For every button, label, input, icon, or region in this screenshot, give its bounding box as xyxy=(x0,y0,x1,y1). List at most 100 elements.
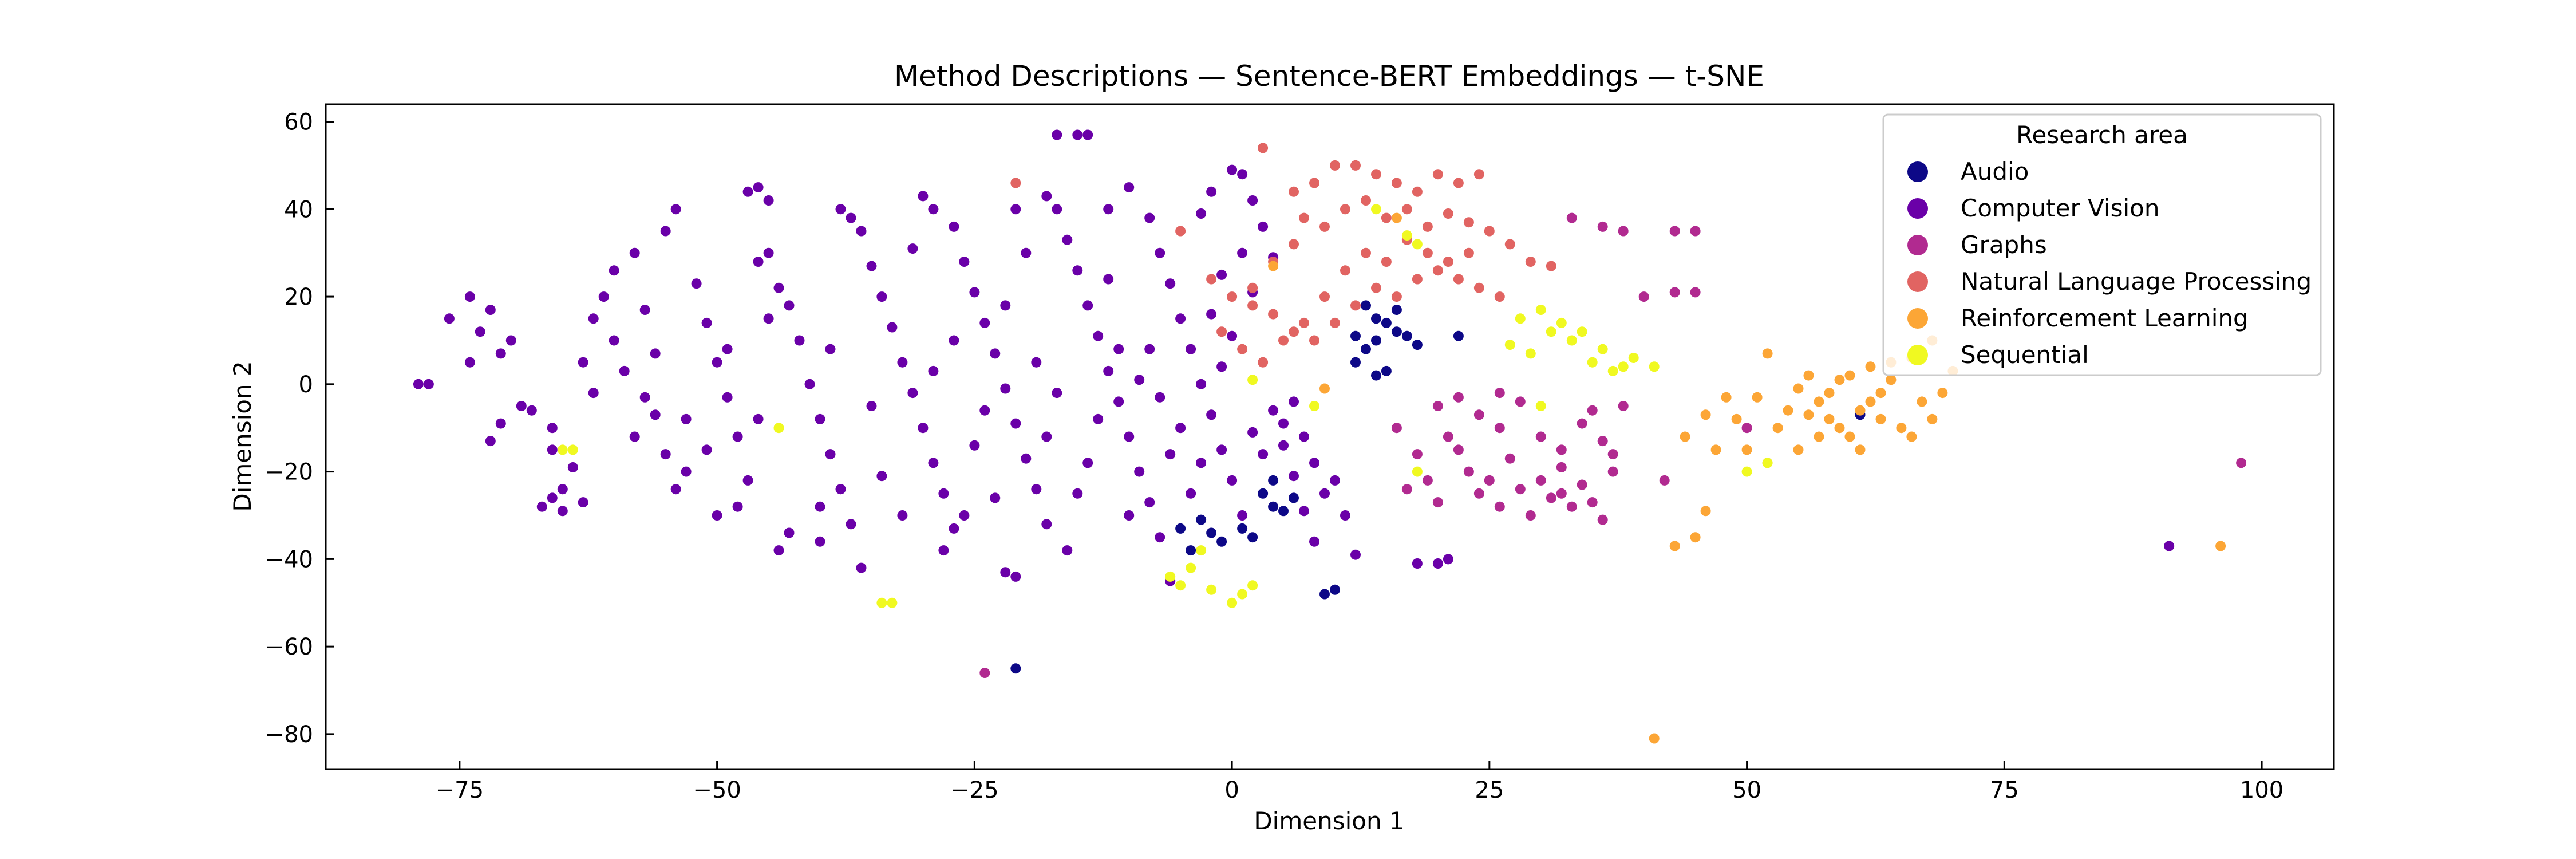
point-computer-vision-180 xyxy=(1216,269,1227,280)
point-computer-vision-86 xyxy=(1082,129,1093,140)
point-graphs-5 xyxy=(1638,291,1649,302)
point-graphs-19 xyxy=(1618,401,1629,411)
point-audio-11 xyxy=(1350,330,1361,341)
point-computer-vision-133 xyxy=(866,401,877,411)
point-graphs-36 xyxy=(1412,449,1423,460)
point-natural-language-processing-12 xyxy=(1299,212,1309,223)
point-computer-vision-55 xyxy=(773,545,784,556)
y-axis-label: Dimension 2 xyxy=(228,361,256,511)
point-computer-vision-151 xyxy=(1309,458,1319,468)
point-graphs-4 xyxy=(1690,226,1701,237)
point-natural-language-processing-14 xyxy=(1340,204,1350,215)
point-reinforcement-learning-18 xyxy=(1855,405,1866,416)
point-natural-language-processing-35 xyxy=(1412,274,1423,285)
point-reinforcement-learning-8 xyxy=(1752,392,1763,403)
point-computer-vision-173 xyxy=(1072,488,1083,499)
point-natural-language-processing-50 xyxy=(1422,247,1433,258)
point-natural-language-processing-29 xyxy=(1289,326,1299,337)
point-sequential-8 xyxy=(1504,340,1515,350)
legend: Research area Audio Computer Vision Graphs… xyxy=(1882,113,2322,376)
point-computer-vision-34 xyxy=(691,278,702,289)
point-computer-vision-161 xyxy=(753,413,764,424)
x-tick-label: −25 xyxy=(950,777,998,803)
point-natural-language-processing-19 xyxy=(1443,208,1453,219)
point-sequential-4 xyxy=(876,597,887,608)
point-natural-language-processing-51 xyxy=(1443,257,1453,267)
point-computer-vision-158 xyxy=(578,357,588,368)
point-audio-23 xyxy=(1237,523,1248,534)
point-computer-vision-51 xyxy=(815,413,825,424)
point-computer-vision-63 xyxy=(887,322,898,333)
point-computer-vision-76 xyxy=(990,348,1001,359)
point-graphs-18 xyxy=(1607,449,1618,460)
point-audio-7 xyxy=(1350,357,1361,368)
point-computer-vision-32 xyxy=(660,226,671,237)
point-natural-language-processing-4 xyxy=(1330,160,1340,171)
point-computer-vision-40 xyxy=(712,510,722,521)
point-computer-vision-123 xyxy=(1278,440,1289,451)
point-computer-vision-169 xyxy=(990,492,1001,503)
point-natural-language-processing-10 xyxy=(1453,178,1464,188)
point-computer-vision-105 xyxy=(1186,344,1196,354)
point-graphs-31 xyxy=(1566,501,1577,512)
point-sequential-14 xyxy=(1628,353,1639,363)
point-computer-vision-138 xyxy=(1000,300,1011,311)
point-computer-vision-141 xyxy=(1062,545,1073,556)
point-reinforcement-learning-34 xyxy=(1803,409,1814,420)
point-reinforcement-learning-13 xyxy=(1803,370,1814,381)
point-computer-vision-74 xyxy=(969,287,980,298)
x-tick-label: −75 xyxy=(436,777,484,803)
point-audio-10 xyxy=(1412,340,1423,350)
point-reinforcement-learning-30 xyxy=(1834,423,1845,434)
point-computer-vision-116 xyxy=(1247,195,1258,206)
point-computer-vision-104 xyxy=(1175,313,1186,324)
point-reinforcement-learning-40 xyxy=(1680,431,1690,442)
axis-ticks: −75 −50 −25 0 25 50 75 100 −80 −60 −40 −20 0 20 40 60 xyxy=(265,109,2284,803)
point-computer-vision-162 xyxy=(784,527,795,538)
point-audio-1 xyxy=(1371,313,1381,324)
point-computer-vision-132 xyxy=(815,501,825,512)
point-sequential-3 xyxy=(887,597,898,608)
point-computer-vision-56 xyxy=(815,536,825,547)
point-computer-vision-79 xyxy=(1021,453,1032,464)
point-computer-vision-171 xyxy=(1031,357,1042,368)
point-sequential-6 xyxy=(1371,204,1381,215)
point-reinforcement-learning-6 xyxy=(1710,444,1721,455)
point-graphs-17 xyxy=(1597,436,1608,447)
legend-label: Reinforcement Learning xyxy=(1961,304,2249,332)
point-computer-vision-157 xyxy=(464,357,475,368)
point-natural-language-processing-23 xyxy=(1525,257,1536,267)
point-reinforcement-learning-16 xyxy=(1834,375,1845,385)
chart-title: Method Descriptions — Sentence-BERT Embe… xyxy=(894,60,1764,93)
point-computer-vision-67 xyxy=(928,458,939,468)
point-reinforcement-learning-39 xyxy=(1927,413,1938,424)
point-graphs-3 xyxy=(1669,226,1680,237)
point-graphs-12 xyxy=(1515,396,1526,407)
point-computer-vision-177 xyxy=(1155,392,1165,403)
x-axis-label: Dimension 1 xyxy=(1254,807,1404,835)
point-computer-vision-20 xyxy=(588,313,599,324)
point-computer-vision-113 xyxy=(1206,186,1217,197)
point-graphs-8 xyxy=(1432,401,1443,411)
point-reinforcement-learning-17 xyxy=(1844,431,1855,442)
point-computer-vision-179 xyxy=(1196,458,1207,468)
legend-box xyxy=(1882,113,2322,376)
point-graphs-30 xyxy=(1556,462,1567,472)
point-computer-vision-7 xyxy=(505,335,516,346)
x-tick-label: 50 xyxy=(1732,777,1761,803)
point-reinforcement-learning-43 xyxy=(1741,444,1752,455)
point-computer-vision-121 xyxy=(1216,361,1227,372)
y-tick-label: −20 xyxy=(265,459,313,486)
point-computer-vision-11 xyxy=(526,405,537,416)
point-natural-language-processing-38 xyxy=(1473,282,1484,293)
point-sequential-26 xyxy=(1196,545,1207,556)
point-computer-vision-49 xyxy=(794,335,805,346)
point-natural-language-processing-7 xyxy=(1391,178,1402,188)
point-graphs-13 xyxy=(1535,431,1546,442)
point-reinforcement-learning-5 xyxy=(1700,506,1711,517)
point-computer-vision-36 xyxy=(712,357,722,368)
point-graphs-46 xyxy=(1494,388,1505,399)
point-computer-vision-183 xyxy=(1278,418,1289,429)
point-reinforcement-learning-42 xyxy=(1721,392,1732,403)
point-natural-language-processing-15 xyxy=(1361,195,1371,206)
